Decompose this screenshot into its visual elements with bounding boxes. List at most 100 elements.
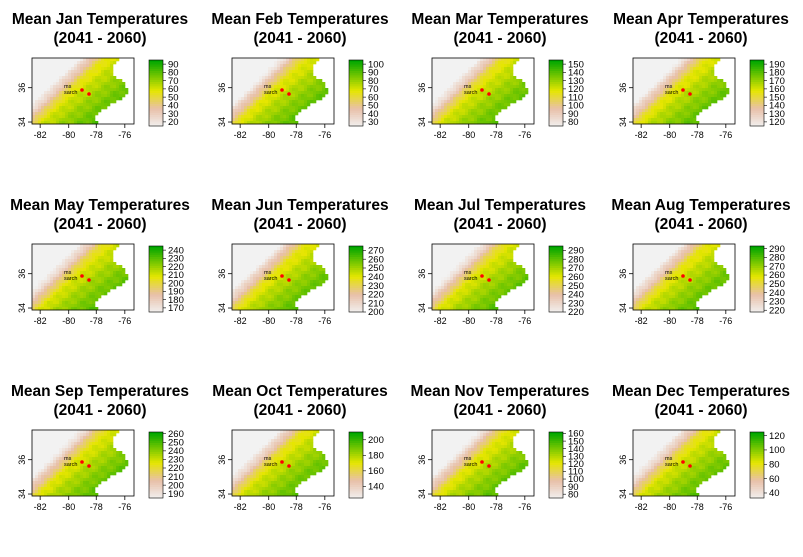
heatmap-cell (645, 271, 648, 274)
heatmap-cell (307, 283, 310, 286)
heatmap-cell (519, 265, 522, 268)
heatmap-cell (35, 253, 38, 256)
heatmap-cell (435, 88, 438, 91)
heatmap-cell (705, 85, 708, 88)
heatmap-cell (480, 100, 483, 103)
heatmap-cell (283, 268, 286, 271)
heatmap-cell (95, 67, 98, 70)
heatmap-cell (693, 85, 696, 88)
heatmap-cell (456, 94, 459, 97)
heatmap-cell (280, 73, 283, 76)
heatmap-cell (113, 244, 116, 247)
heatmap-cell (456, 262, 459, 265)
heatmap-cell (35, 298, 38, 301)
heatmap-cell (516, 58, 519, 61)
heatmap-cell (453, 100, 456, 103)
heatmap-cell (507, 76, 510, 79)
heatmap-cell (444, 100, 447, 103)
heatmap-cell (657, 67, 660, 70)
heatmap-cell (271, 61, 274, 64)
heatmap-cell (289, 292, 292, 295)
heatmap-cell (450, 301, 453, 304)
heatmap-cell (304, 271, 307, 274)
heatmap-cell (289, 259, 292, 262)
heatmap-cell (113, 265, 116, 268)
heatmap-cell (283, 79, 286, 82)
heatmap-cell (319, 265, 322, 268)
heatmap-cell (113, 76, 116, 79)
heatmap-cell (492, 277, 495, 280)
heatmap-cell (304, 256, 307, 259)
heatmap-cell (250, 295, 253, 298)
heatmap-cell (32, 115, 35, 118)
heatmap-cell (71, 268, 74, 271)
heatmap-cell (301, 250, 304, 253)
heatmap-cell (41, 280, 44, 283)
heatmap-cell (232, 274, 235, 277)
heatmap-cell (720, 94, 723, 97)
heatmap-cell (648, 67, 651, 70)
heatmap-cell (687, 100, 690, 103)
heatmap-cell (53, 109, 56, 112)
heatmap-cell (95, 292, 98, 295)
heatmap-cell (280, 283, 283, 286)
heatmap-cell (699, 244, 702, 247)
heatmap-cell (95, 271, 98, 274)
heatmap-cell (307, 58, 310, 61)
heatmap-cell (696, 94, 699, 97)
heatmap-cell (522, 277, 525, 280)
heatmap-cell (501, 277, 504, 280)
heatmap-cell (471, 61, 474, 64)
heatmap-cell (232, 295, 235, 298)
heatmap-cell (447, 79, 450, 82)
heatmap-cell (450, 259, 453, 262)
heatmap-cell (298, 70, 301, 73)
heatmap-cell (720, 85, 723, 88)
heatmap-cell (681, 250, 684, 253)
heatmap-cell (253, 292, 256, 295)
heatmap-cell (432, 289, 435, 292)
heatmap-cell (471, 247, 474, 250)
heatmap-cell (507, 82, 510, 85)
heatmap-cell (80, 298, 83, 301)
heatmap-cell (253, 259, 256, 262)
heatmap-cell (101, 85, 104, 88)
heatmap-cell (253, 85, 256, 88)
heatmap-cell (95, 289, 98, 292)
heatmap-cell (639, 82, 642, 85)
heatmap-cell (53, 274, 56, 277)
heatmap-cell (232, 268, 235, 271)
heatmap-cell (280, 304, 283, 307)
heatmap-cell (277, 115, 280, 118)
heatmap-cell (510, 64, 513, 67)
heatmap-cell (705, 70, 708, 73)
heatmap-cell (80, 70, 83, 73)
heatmap-cell (50, 100, 53, 103)
heatmap-cell (642, 244, 645, 247)
heatmap-cell (301, 280, 304, 283)
heatmap-cell (32, 103, 35, 106)
heatmap-cell (56, 79, 59, 82)
heatmap-cell (241, 253, 244, 256)
heatmap-cell (110, 247, 113, 250)
heatmap-cell (83, 67, 86, 70)
heatmap-cell (107, 283, 110, 286)
heatmap-cell (669, 58, 672, 61)
heatmap-cell (666, 103, 669, 106)
heatmap-cell (280, 298, 283, 301)
heatmap-cell (483, 106, 486, 109)
heatmap-cell (250, 112, 253, 115)
heatmap-cell (253, 253, 256, 256)
heatmap-cell (684, 256, 687, 259)
heatmap-cell (702, 259, 705, 262)
heatmap-cell (696, 256, 699, 259)
heatmap-cell (262, 298, 265, 301)
heatmap-cell (310, 283, 313, 286)
heatmap-cell (86, 289, 89, 292)
heatmap-cell (450, 244, 453, 247)
heatmap-cell (495, 94, 498, 97)
heatmap-cell (307, 265, 310, 268)
heatmap-cell (654, 76, 657, 79)
heatmap-cell (38, 70, 41, 73)
heatmap-cell (289, 118, 292, 121)
